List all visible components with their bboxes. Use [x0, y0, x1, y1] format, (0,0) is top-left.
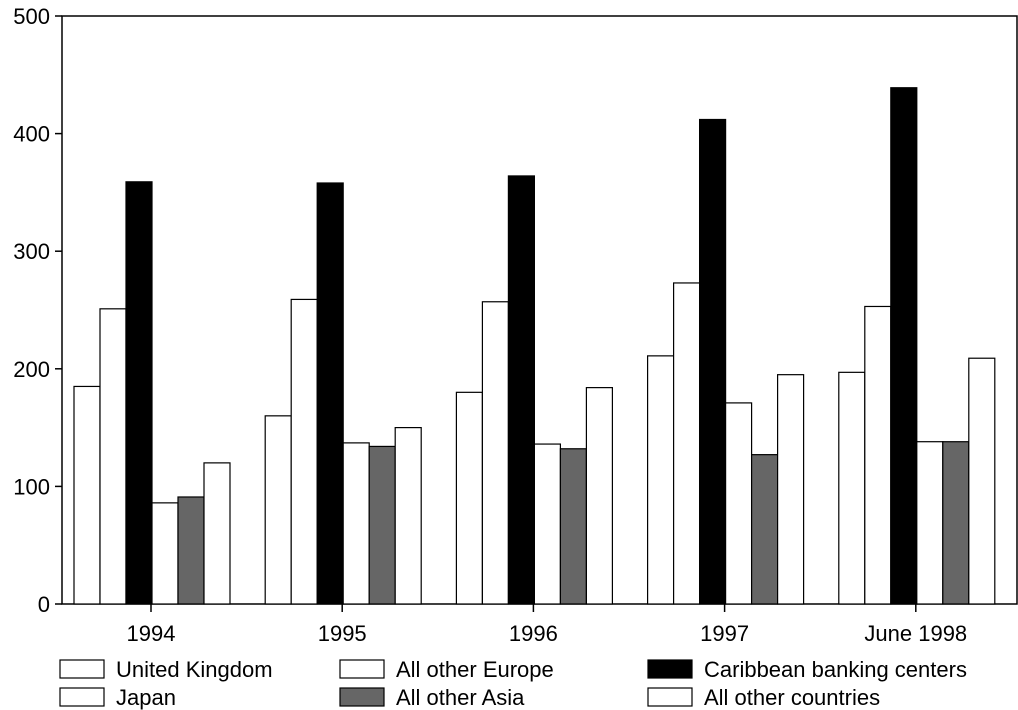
bar-united-kingdom-0 [73, 385, 101, 605]
legend-swatch [339, 659, 385, 679]
legend-label: All other Asia [396, 685, 525, 710]
legend-label: All other countries [704, 685, 880, 710]
bar-all-other-asia-0 [177, 496, 205, 605]
y-tick-label: 0 [38, 592, 50, 617]
bars [73, 87, 996, 605]
bar-all-other-europe-3 [672, 282, 701, 605]
legend-swatch [59, 687, 105, 707]
legend-item-caribbean-banking-centers: Caribbean banking centers [647, 657, 967, 682]
legend-label: United Kingdom [116, 657, 273, 682]
x-tick-label: June 1998 [864, 621, 967, 646]
bar-all-other-europe-4 [864, 305, 892, 605]
bar-all-other-asia-4 [942, 441, 970, 605]
bar-all-other-europe-2 [481, 301, 509, 605]
bar-caribbean-banking-centers-2 [507, 175, 535, 605]
bar-united-kingdom-2 [455, 391, 483, 605]
y-tick-label: 300 [13, 239, 50, 264]
bar-caribbean-banking-centers-4 [890, 87, 918, 605]
legend-swatch [647, 687, 693, 707]
legend-item-japan: Japan [59, 685, 176, 710]
bar-all-other-countries-0 [203, 462, 231, 605]
legend-label: Caribbean banking centers [704, 657, 967, 682]
x-tick-label: 1997 [700, 621, 749, 646]
x-axis: 1994 1995 1996 1997 June 1998 [127, 604, 967, 646]
legend-item-united-kingdom: United Kingdom [59, 657, 273, 682]
legend-swatch [339, 687, 385, 707]
legend-label: Japan [116, 685, 176, 710]
y-tick-label: 100 [13, 474, 50, 499]
legend-swatch [59, 659, 105, 679]
bar-caribbean-banking-centers-3 [698, 118, 727, 605]
bar-caribbean-banking-centers-1 [316, 182, 344, 605]
y-tick-label: 500 [13, 4, 50, 29]
bar-japan-4 [916, 441, 944, 605]
bar-japan-1 [342, 442, 370, 605]
bar-all-other-europe-1 [290, 298, 318, 605]
bar-all-other-asia-2 [559, 448, 588, 605]
y-tick-label: 200 [13, 357, 50, 382]
bar-united-kingdom-4 [838, 371, 866, 605]
bar-all-other-countries-2 [585, 387, 614, 605]
legend-label: All other Europe [396, 657, 554, 682]
bar-united-kingdom-1 [264, 415, 292, 605]
y-tick-label: 400 [13, 122, 50, 147]
legend-item-all-other-countries: All other countries [647, 685, 880, 710]
bar-japan-2 [533, 443, 562, 605]
bar-all-other-countries-1 [394, 427, 422, 605]
legend-item-all-other-europe: All other Europe [339, 657, 554, 682]
x-tick-label: 1994 [127, 621, 176, 646]
legend-item-all-other-asia: All other Asia [339, 685, 525, 710]
bar-all-other-europe-0 [99, 308, 127, 605]
x-tick-label: 1996 [509, 621, 558, 646]
bar-caribbean-banking-centers-0 [125, 181, 153, 605]
legend: United Kingdom All other Europe Caribbean … [59, 657, 967, 710]
y-axis: 0 100 200 300 400 500 [13, 4, 62, 617]
bar-all-other-asia-3 [750, 454, 779, 605]
bar-japan-3 [724, 402, 753, 605]
bar-all-other-countries-3 [776, 374, 805, 605]
bar-japan-0 [151, 502, 179, 605]
legend-swatch [647, 659, 693, 679]
bar-all-other-countries-4 [968, 357, 996, 605]
x-tick-label: 1995 [318, 621, 367, 646]
bar-all-other-asia-1 [368, 445, 396, 605]
bar-united-kingdom-3 [646, 355, 675, 605]
